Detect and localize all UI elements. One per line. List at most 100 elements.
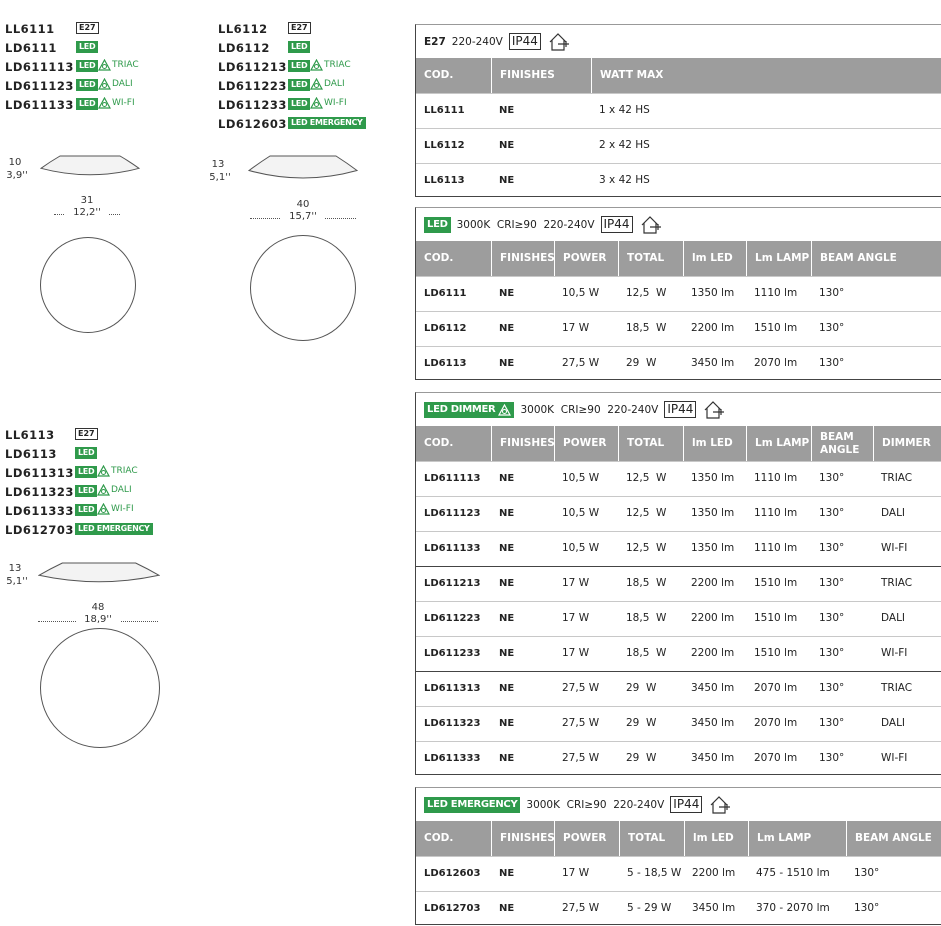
table-cell: 2070 lm [754, 717, 798, 729]
column-header: FINISHES [491, 426, 555, 461]
table-cell: 1110 lm [754, 472, 798, 484]
badge: LED [76, 41, 99, 53]
row-separator [416, 566, 941, 567]
table-cell: 130° [819, 682, 845, 694]
column-header: COD. [416, 426, 491, 461]
product-code: LD6113 [5, 447, 57, 461]
column-header: Lm LAMP [746, 426, 811, 461]
dimmer-type: WI-FI [112, 98, 135, 108]
specs: 3000K CRI≥90 220-240V [520, 403, 659, 416]
table-cell: 3450 lm [691, 682, 735, 694]
spec-table: E27 220-240V IP44 COD. FINISHES WATT MAX LL611… [415, 24, 941, 197]
dimmer: TRIAC [98, 59, 139, 71]
column-header: POWER [554, 241, 618, 276]
badge: LED [75, 466, 98, 478]
table-cell: 3450 lm [691, 752, 735, 764]
table-cell: NE [499, 648, 515, 659]
table-cell: DALI [881, 717, 906, 729]
dimmer-icon [498, 403, 512, 416]
width-cm: 40 [296, 199, 310, 210]
product-code: LD611123 [5, 79, 74, 93]
dimmer: TRIAC [310, 59, 351, 71]
row-separator [416, 741, 941, 742]
table-cell: 1350 lm [691, 542, 735, 554]
dimmer: WI-FI [310, 97, 347, 109]
dimmer: WI-FI [98, 97, 135, 109]
dimmer-type: WI-FI [111, 504, 134, 514]
table-cell: LD612603 [424, 868, 481, 879]
column-header: lm LED [684, 821, 748, 856]
product-code: LD612703 [5, 523, 74, 537]
dimmer-type: DALI [111, 485, 132, 495]
product-code: LD611133 [5, 98, 74, 112]
badge: LED [75, 504, 98, 516]
table-cell: 130° [819, 542, 845, 554]
product-code: LL6113 [5, 428, 55, 442]
table-cell: 2200 lm [691, 612, 735, 624]
specs: 220-240V [451, 35, 503, 48]
table-cell: NE [499, 508, 515, 519]
badge: LED [288, 79, 311, 91]
dimmer-icon [98, 97, 111, 109]
column-header: WATT MAX [591, 58, 941, 93]
table-cell: WI-FI [881, 542, 908, 554]
table-cell: 3 x 42 HS [599, 174, 650, 186]
table-cell: 130° [819, 322, 845, 334]
table-cell: 1510 lm [754, 612, 798, 624]
product-code: LD612603 [218, 117, 287, 131]
table-cell: 130° [819, 752, 845, 764]
column-header: TOTAL [618, 241, 683, 276]
product-code: LD611113 [5, 60, 74, 74]
dimmer-icon [97, 484, 110, 496]
width-cm: 48 [91, 602, 105, 613]
height-in: 5,1'' [209, 172, 231, 183]
table-cell: NE [499, 543, 515, 554]
table-cell: 1110 lm [754, 542, 798, 554]
table-cell: LL6112 [424, 140, 465, 151]
table-cell: 3450 lm [691, 717, 735, 729]
product-code: LD611213 [218, 60, 287, 74]
table-cell: LL6111 [424, 105, 465, 116]
table-cell: NE [499, 683, 515, 694]
table-title: LED EMERGENCY 3000K CRI≥90 220-240V IP44 [416, 788, 941, 821]
table-cell: 10,5 W [562, 472, 600, 484]
table-cell: 18,5 W [626, 322, 667, 334]
top-view-circle [40, 237, 136, 333]
dimmer-icon [310, 78, 323, 90]
table-cell: 27,5 W [562, 902, 600, 914]
table-cell: 17 W [562, 867, 590, 879]
column-header: TOTAL [618, 426, 683, 461]
table-cell: TRIAC [881, 577, 913, 589]
product-code: LL6112 [218, 22, 268, 36]
table-cell: DALI [881, 612, 906, 624]
table-cell: 130° [819, 472, 845, 484]
column-header: COD. [416, 58, 491, 93]
table-cell: NE [499, 753, 515, 764]
badge: E27 [75, 428, 98, 440]
dimmer: DALI [97, 484, 132, 496]
badge: LED EMERGENCY [288, 117, 366, 129]
table-cell: TRIAC [881, 472, 913, 484]
dimmer-icon [97, 503, 110, 515]
table-cell: LL6113 [424, 175, 465, 186]
table-cell: LD611113 [424, 473, 481, 484]
indoor-icon [704, 400, 725, 419]
table-cell: 3450 lm [691, 357, 735, 369]
table-cell: 1110 lm [754, 287, 798, 299]
table-cell: 130° [854, 902, 880, 914]
table-cell: 130° [819, 287, 845, 299]
table-cell: NE [499, 578, 515, 589]
table-cell: LD611313 [424, 683, 481, 694]
table-cell: NE [499, 288, 515, 299]
column-header: Lm LAMP [746, 241, 811, 276]
column-header: TOTAL [619, 821, 684, 856]
row-separator [416, 346, 941, 347]
table-cell: 12,5 W [626, 287, 667, 299]
column-header: COD. [416, 821, 491, 856]
table-cell: 27,5 W [562, 357, 600, 369]
profile [39, 155, 141, 176]
table-cell: 370 - 2070 lm [756, 902, 830, 914]
table-cell: 12,5 W [626, 542, 667, 554]
table-cell: LD611213 [424, 578, 481, 589]
table-cell: 2070 lm [754, 752, 798, 764]
